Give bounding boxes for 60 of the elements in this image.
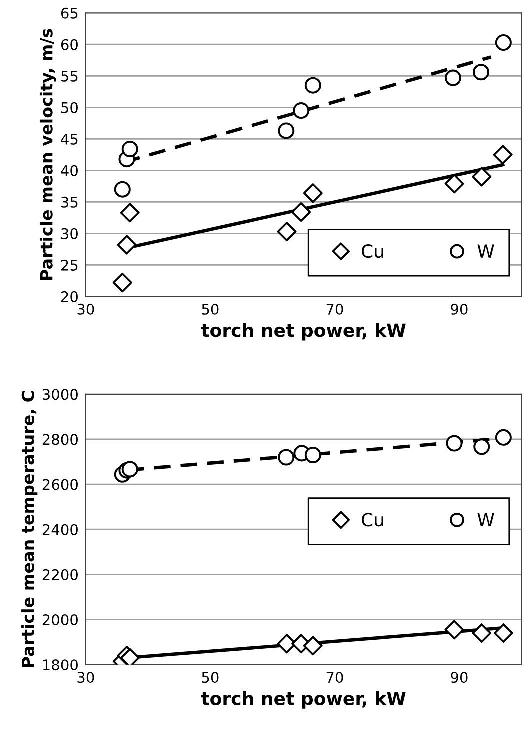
y-tick-label: 2800 [42,434,78,446]
point [444,70,462,86]
legend-label: W [478,244,494,258]
x-tick-label: 70 [326,304,344,315]
y-tick-label: 2200 [42,569,78,580]
point [446,435,463,452]
x-tick-label: 30 [78,304,94,315]
x-tick-label: 70 [326,672,344,684]
point [117,235,137,255]
y-tick-label: 2600 [42,479,78,490]
x-axis-title: torch net power, kW [201,323,406,341]
y-tick-label: 55 [62,71,78,82]
point [472,624,492,644]
legend-label: W [478,513,494,526]
y-tick-label: 2400 [42,524,78,536]
point [493,145,513,165]
x-tick-label: 30 [78,672,94,684]
point [494,624,514,644]
y-tick-label: 40 [61,165,78,176]
point [277,222,297,242]
point [278,449,295,466]
x-tick-label: 50 [202,672,219,684]
point [293,102,310,120]
y-tick-label: 65 [61,8,78,19]
y-tick-label: 2000 [42,614,78,626]
point [120,203,140,223]
y-tick-label: 30 [62,228,78,240]
y-axis-title: Particle mean velocity, m/s [40,29,56,280]
point [278,122,295,140]
x-tick-label: 90 [451,304,468,315]
point [473,64,490,81]
x-tick-label: 90 [451,672,468,684]
y-tick-label: 35 [62,196,78,208]
point [304,446,322,464]
legend-label: Cu [362,513,384,527]
point [495,429,512,446]
point [303,636,323,656]
x-axis-title: torch net power, kW [201,691,406,709]
point [292,202,312,222]
point [304,77,322,94]
point [122,140,138,158]
y-tick-label: 60 [61,39,78,50]
point [303,184,323,204]
y-axis-title: Particle mean temperature, C [22,392,38,668]
point [472,167,492,187]
point [112,273,132,293]
point [122,461,138,478]
y-tick-label: 50 [62,102,78,114]
y-tick-label: 3000 [42,389,78,400]
point [444,620,464,640]
x-tick-label: 50 [202,304,219,315]
point [114,181,131,198]
point [444,174,464,194]
y-tick-label: 25 [61,260,78,271]
point [474,438,490,456]
point [495,34,512,51]
y-tick-label: 1800 [43,660,78,671]
y-tick-label: 20 [61,291,78,302]
y-tick-label: 45 [61,134,78,145]
legend-label: Cu [362,244,384,258]
